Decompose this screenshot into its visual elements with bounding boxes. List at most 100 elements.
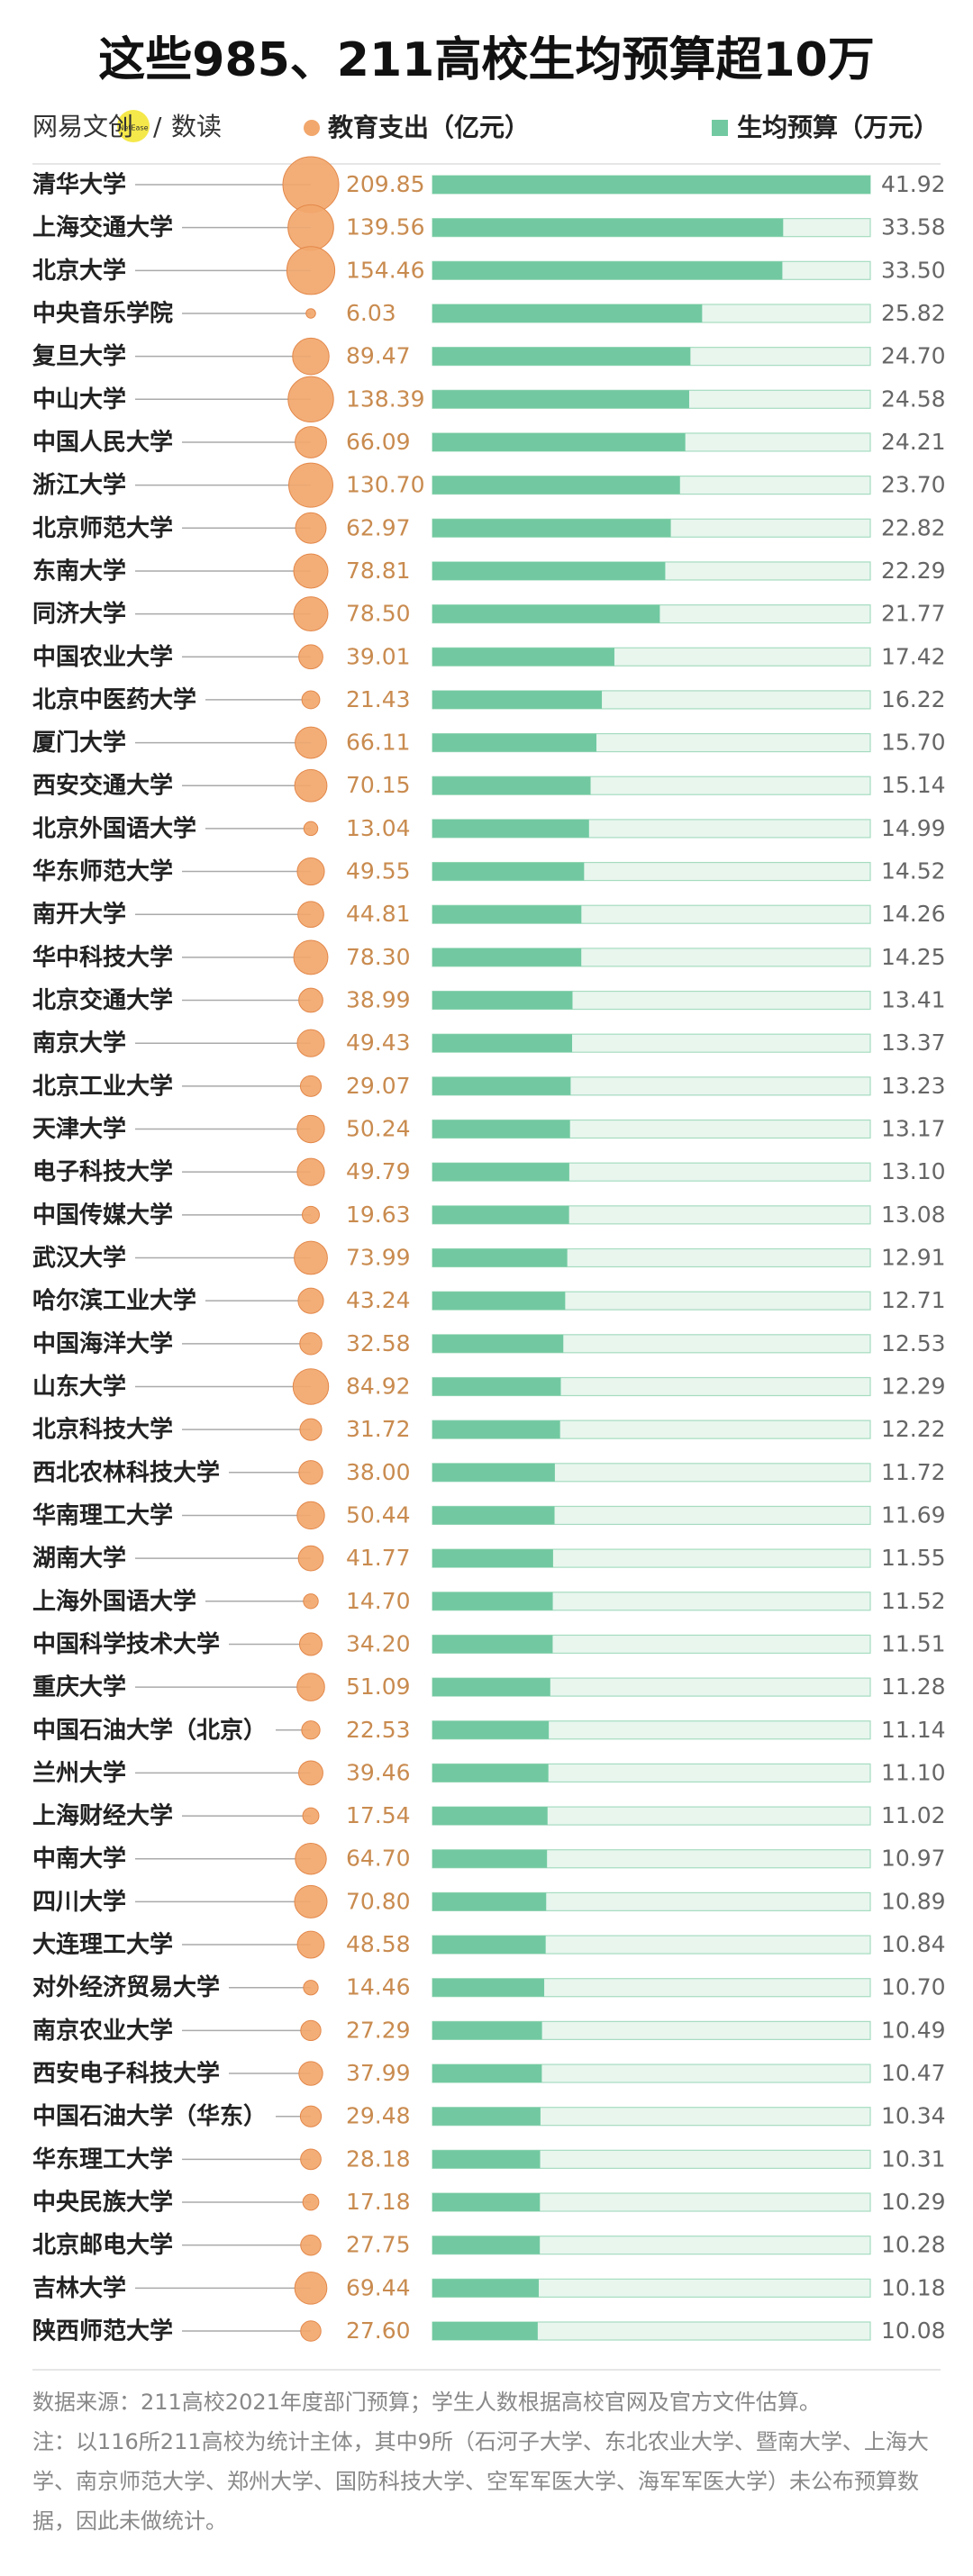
category-label: 哈尔滨工业大学	[32, 1287, 196, 1315]
bar-label: 24.70	[881, 343, 946, 369]
category-label: 上海财经大学	[32, 1802, 173, 1830]
bar	[432, 2322, 538, 2340]
bar	[432, 1292, 566, 1311]
bubble	[296, 1501, 325, 1530]
bar-label: 15.70	[881, 730, 946, 756]
bar-label: 12.91	[881, 1245, 946, 1271]
category-label: 北京外国语大学	[32, 814, 196, 842]
bubble-label: 27.60	[346, 2317, 411, 2344]
bar-label: 11.52	[881, 1588, 946, 1614]
bar-label: 11.69	[881, 1501, 946, 1528]
bubble	[286, 246, 336, 295]
bubble-label: 64.70	[346, 1846, 411, 1872]
bubble	[300, 2234, 322, 2256]
bubble-label: 37.99	[346, 2060, 411, 2086]
bubble	[298, 644, 323, 670]
bar	[432, 1549, 553, 1568]
category-label: 西安电子科技大学	[32, 2060, 220, 2088]
bubble-label: 48.58	[346, 1931, 411, 1957]
bar	[432, 432, 686, 451]
bubble-label: 14.46	[346, 1974, 411, 2000]
bubble	[298, 1632, 323, 1656]
category-label: 山东大学	[32, 1373, 126, 1401]
bubble	[287, 376, 334, 422]
bar-label: 11.02	[881, 1802, 946, 1828]
category-label: 南京农业大学	[32, 2017, 173, 2045]
bar-label: 11.14	[881, 1717, 946, 1743]
brand-dot	[117, 110, 150, 142]
category-label: 陕西师范大学	[32, 2317, 173, 2345]
category-label: 中央民族大学	[32, 2189, 173, 2217]
bubble-label: 38.00	[346, 1459, 411, 1485]
bar-label: 10.47	[881, 2060, 946, 2086]
legend-swatch	[304, 120, 320, 136]
bubble-label: 29.48	[346, 2103, 411, 2129]
bar	[432, 733, 597, 752]
bubble	[287, 204, 334, 251]
bubble	[298, 1460, 323, 1485]
bubble-label: 34.20	[346, 1630, 411, 1656]
category-label: 中国人民大学	[32, 428, 173, 456]
bubble-label: 66.09	[346, 429, 411, 455]
category-label: 厦门大学	[32, 729, 126, 757]
bubble-label: 29.07	[346, 1073, 411, 1099]
brand: 网易文创	[32, 112, 133, 141]
bubble-label: 19.63	[346, 1202, 411, 1228]
category-label: 中国科学技术大学	[32, 1630, 220, 1658]
bar-label: 13.08	[881, 1202, 946, 1228]
category-label: 华东理工大学	[32, 2145, 173, 2173]
bar-label: 12.71	[881, 1287, 946, 1313]
bubble	[298, 987, 323, 1013]
bubble	[300, 2148, 322, 2171]
bar	[432, 991, 573, 1010]
bubble	[302, 1807, 320, 1825]
bar	[432, 776, 591, 795]
bar-label: 25.82	[881, 300, 946, 326]
bubble-label: 78.50	[346, 601, 411, 627]
category-label: 北京中医药大学	[32, 685, 196, 713]
bar	[432, 2107, 541, 2126]
bar	[432, 476, 680, 494]
bubble-label: 209.85	[346, 171, 424, 197]
bar-label: 10.08	[881, 2317, 946, 2344]
category-label: 中国农业大学	[32, 643, 173, 671]
category-label: 中山大学	[32, 385, 126, 413]
bar-label: 10.28	[881, 2232, 946, 2258]
bar-label: 12.53	[881, 1330, 946, 1356]
bubble	[299, 1418, 323, 1441]
bar-label: 10.70	[881, 1974, 946, 2000]
category-label: 复旦大学	[32, 342, 126, 370]
bar-label: 33.58	[881, 214, 946, 240]
bar	[432, 2236, 541, 2254]
bar	[432, 1163, 569, 1182]
bar-label: 15.14	[881, 772, 946, 798]
bar	[432, 1635, 553, 1654]
bubble	[296, 1673, 325, 1701]
bubble-label: 89.47	[346, 343, 411, 369]
category-label: 中南大学	[32, 1845, 126, 1873]
bar	[432, 1205, 569, 1224]
bar-label: 11.72	[881, 1459, 946, 1485]
bubble-label: 38.99	[346, 987, 411, 1013]
category-label: 北京交通大学	[32, 986, 173, 1014]
bubble-label: 66.11	[346, 730, 411, 756]
category-label: 华中科技大学	[32, 943, 173, 971]
category-label: 浙江大学	[32, 471, 126, 499]
bubble-label: 70.80	[346, 1888, 411, 1914]
legend-label: 生均预算（万元）	[737, 113, 939, 142]
bubble-label: 27.29	[346, 2017, 411, 2043]
bar	[432, 1849, 548, 1868]
bar-label: 14.26	[881, 901, 946, 927]
bubble	[296, 1029, 325, 1057]
bar-label: 12.29	[881, 1373, 946, 1399]
bubble	[299, 2105, 323, 2127]
bar-label: 10.18	[881, 2274, 946, 2300]
bubble	[298, 1760, 323, 1786]
bubble-label: 27.75	[346, 2232, 411, 2258]
bubble	[299, 1075, 323, 1097]
bubble	[297, 901, 324, 929]
bubble-label: 21.43	[346, 686, 411, 712]
bubble	[297, 1545, 324, 1572]
bubble	[294, 2272, 328, 2305]
bar-label: 23.70	[881, 472, 946, 498]
